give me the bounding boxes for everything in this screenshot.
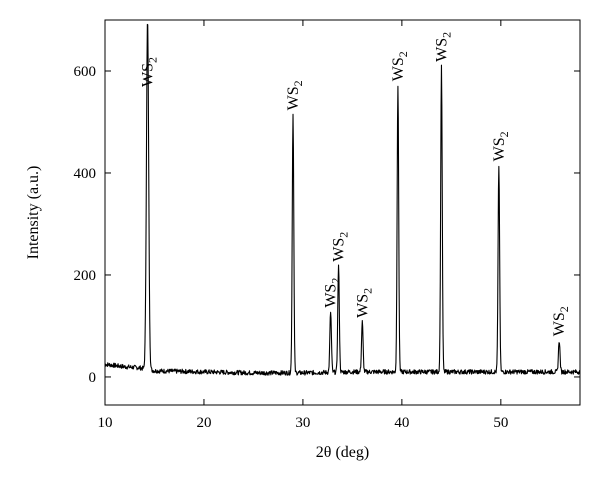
peak-label: WS2 xyxy=(285,80,305,110)
axis-ticks: 10 20 30 40 50 0 200 400 600 xyxy=(74,20,580,431)
x-tick-label: 30 xyxy=(295,415,310,431)
x-tick-label: 20 xyxy=(196,415,211,431)
diffraction-line xyxy=(104,23,581,376)
series-group xyxy=(104,23,581,376)
peak-annotations: WS2 WS2 WS2 WS2 WS2 WS2 WS2 WS2 WS2 xyxy=(140,32,572,336)
x-tick-label: 10 xyxy=(98,415,113,431)
peak-label: WS2 xyxy=(390,51,410,81)
x-tick-label: 50 xyxy=(493,415,508,431)
peak-label: WS2 xyxy=(354,288,374,318)
plot-border xyxy=(104,19,581,406)
y-tick-label: 600 xyxy=(74,64,97,80)
y-tick-label: 0 xyxy=(89,370,97,386)
y-tick-label: 400 xyxy=(74,166,97,182)
peak-label: WS2 xyxy=(551,306,571,336)
peak-label: WS2 xyxy=(140,57,160,87)
y-axis-label: Intensity (a.u.) xyxy=(25,166,42,260)
peak-label: WS2 xyxy=(433,32,453,62)
peak-label: WS2 xyxy=(323,278,343,308)
plot-frame xyxy=(104,19,581,406)
peak-label: WS2 xyxy=(491,131,511,161)
x-tick-label: 40 xyxy=(394,415,409,431)
peak-label: WS2 xyxy=(331,232,351,262)
y-tick-label: 200 xyxy=(74,268,97,284)
x-axis-label: 2θ (deg) xyxy=(316,444,369,461)
